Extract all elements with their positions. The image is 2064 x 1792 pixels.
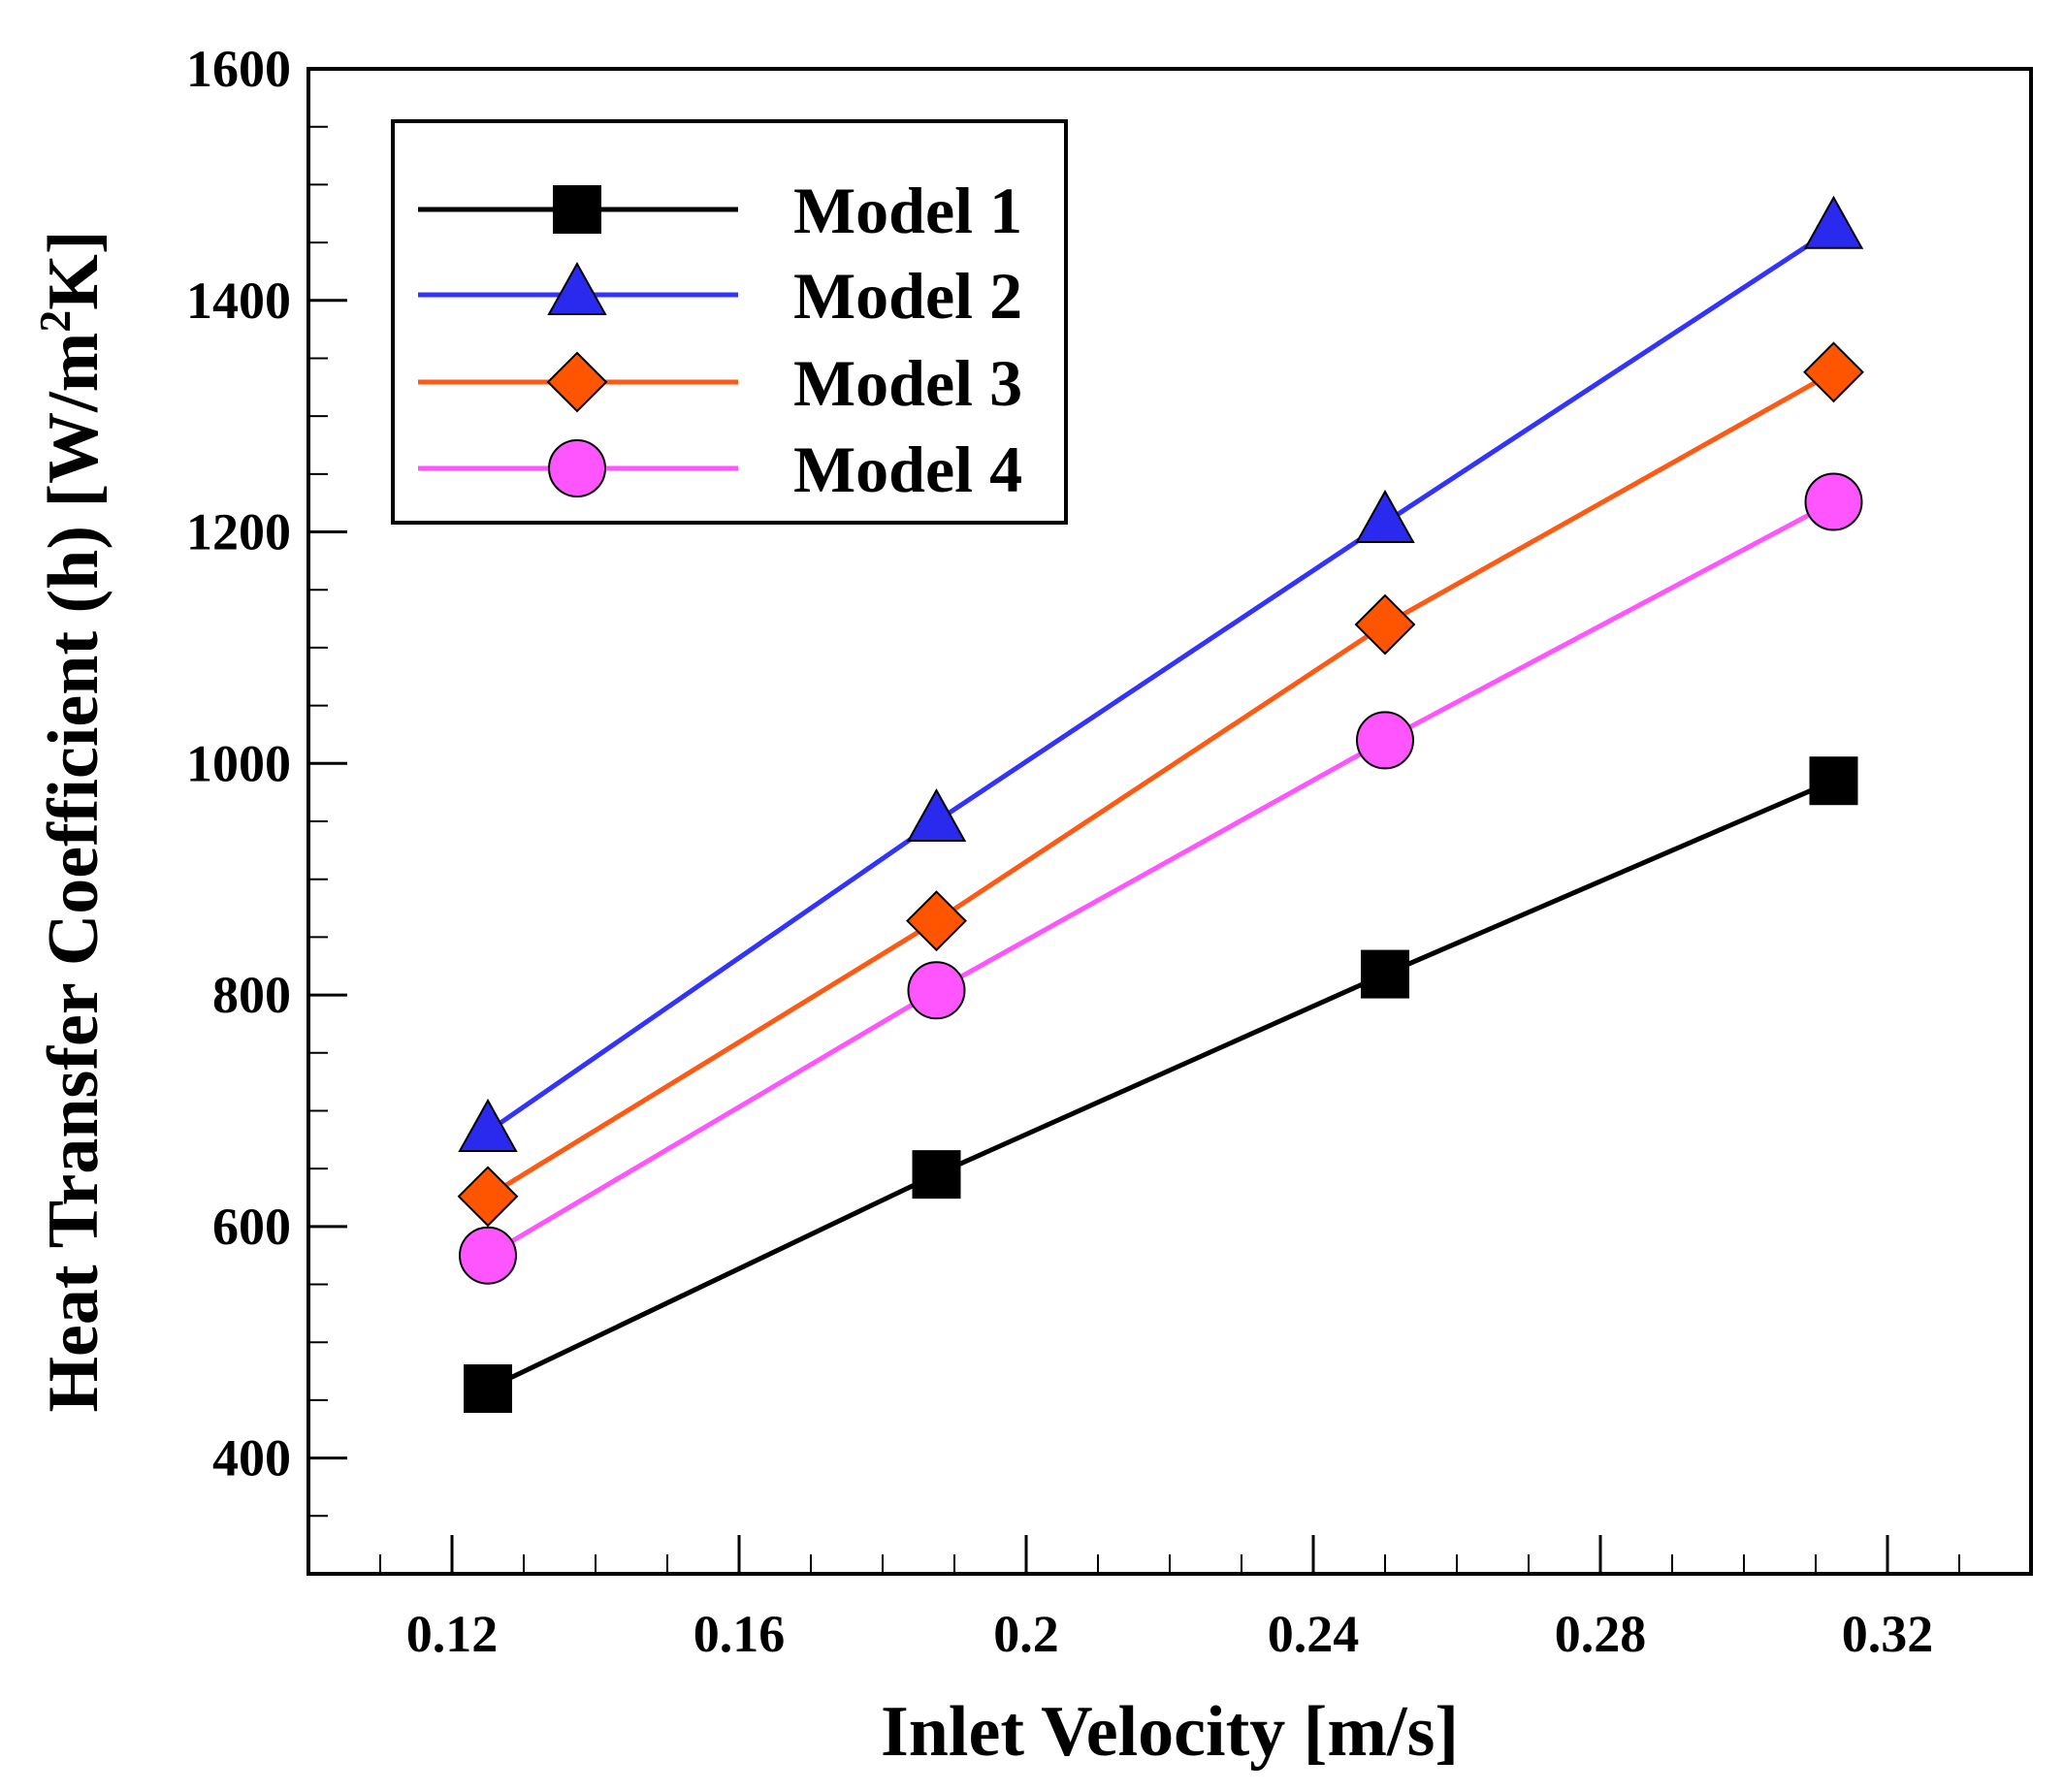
data-point-model-3: [1354, 593, 1416, 656]
x-tick-label: 0.12: [406, 1605, 499, 1663]
data-point-model-3: [1803, 341, 1864, 403]
ticks-layer: 0.12 0.16 0.2 0.24 0.28 0.32 400 600 800 1000 1200…: [186, 40, 2032, 1663]
data-point-model-1: [464, 1363, 512, 1413]
data-point-model-2: [458, 1098, 518, 1152]
data-point-model-2: [906, 787, 967, 842]
y-tick-label: 400: [212, 1429, 291, 1488]
y-axis-label: Heat Transfer Coefficient (h) [W/m2K]: [30, 230, 113, 1412]
data-point-model-2: [1355, 489, 1415, 543]
y-tick-label: 600: [212, 1198, 291, 1256]
series-layer: [457, 195, 1864, 1413]
legend-marker-model-3: [546, 351, 608, 413]
data-point-model-4: [1356, 711, 1414, 770]
y-tick-label: 1200: [186, 503, 291, 561]
series-line-model-4: [486, 499, 1835, 1258]
series-model-1: [464, 756, 1858, 1413]
legend-marker-model-2: [547, 261, 607, 315]
data-point-model-3: [457, 1166, 519, 1228]
x-axis-label: Inlet Velocity [m/s]: [881, 1692, 1459, 1772]
legend-label-model-3: Model 3: [793, 346, 1022, 420]
legend-box: [391, 119, 1068, 525]
data-point-model-2: [1803, 195, 1864, 249]
series-model-4: [459, 472, 1863, 1285]
legend-marker-model-1: [553, 185, 601, 234]
data-point-model-1: [1809, 756, 1858, 806]
x-tick-label: 0.16: [693, 1605, 786, 1663]
y-tick-label: 1400: [186, 272, 291, 330]
x-tick-label: 0.28: [1555, 1605, 1647, 1663]
legend-marker-model-4: [548, 439, 606, 497]
series-model-3: [457, 341, 1864, 1228]
series-line-model-2: [486, 226, 1835, 1135]
series-line-model-1: [486, 778, 1835, 1392]
y-tick-label: 1000: [186, 734, 291, 792]
y-tick-label: 800: [212, 966, 291, 1024]
series-line-model-3: [486, 369, 1835, 1199]
legend-label-model-2: Model 2: [793, 259, 1022, 333]
data-point-model-1: [912, 1150, 961, 1200]
data-point-model-4: [1804, 472, 1863, 531]
x-tick-label: 0.2: [993, 1605, 1059, 1663]
legend-label-model-4: Model 4: [793, 432, 1022, 506]
legend: Model 1 Model 2 Model 3 Model 4: [391, 119, 1068, 525]
series-model-2: [458, 195, 1864, 1152]
y-tick-label: 1600: [186, 40, 291, 98]
data-point-model-3: [906, 890, 967, 952]
x-tick-label: 0.32: [1842, 1605, 1934, 1663]
x-tick-label: 0.24: [1268, 1605, 1360, 1663]
data-point-model-4: [907, 961, 966, 1020]
legend-label-model-1: Model 1: [793, 174, 1022, 247]
data-point-model-1: [1361, 949, 1409, 999]
data-point-model-4: [459, 1226, 517, 1285]
